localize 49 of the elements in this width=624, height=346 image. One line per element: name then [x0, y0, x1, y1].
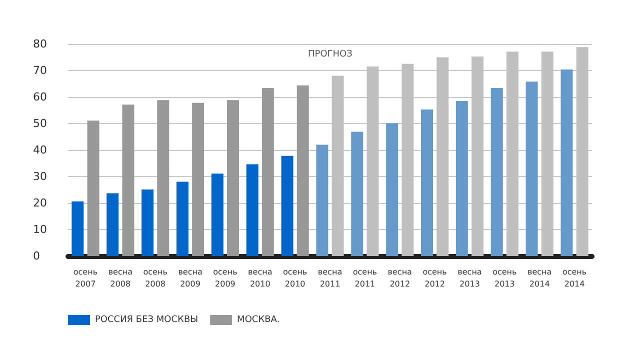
bar	[211, 174, 224, 256]
bar	[227, 100, 239, 256]
x-tick-label: осень 2007	[73, 268, 98, 288]
bar	[526, 82, 538, 256]
x-tick-label: весна 2009	[178, 268, 202, 288]
bar	[262, 88, 274, 256]
y-tick-label: 70	[33, 64, 47, 77]
bar	[386, 123, 398, 256]
bar	[142, 189, 154, 256]
x-tick-label: весна 2011	[318, 268, 342, 288]
legend-label: РОССИЯ БЕЗ МОСКВЫ	[95, 315, 198, 325]
bar	[122, 104, 134, 256]
x-tick-label: осень 2010	[282, 268, 308, 288]
bar	[316, 144, 328, 256]
bar	[560, 69, 573, 256]
bar	[176, 182, 188, 256]
bar	[72, 201, 84, 256]
x-tick-label: осень 2008	[143, 268, 168, 288]
annotation: ПРОГНОЗ	[308, 50, 353, 60]
x-tick-label: весна 2012	[388, 268, 412, 288]
x-tick-label: весна 2014	[528, 268, 552, 288]
x-tick-label: осень 2012	[422, 268, 448, 288]
y-tick-label: 40	[33, 144, 47, 156]
x-tick-label: весна 2008	[108, 268, 133, 288]
bar	[157, 100, 170, 256]
bar	[490, 88, 503, 256]
bar	[421, 109, 433, 256]
bar	[456, 100, 468, 256]
y-tick-label: 30	[33, 170, 47, 183]
bar	[106, 193, 119, 256]
bar	[281, 156, 294, 256]
legend-label: МОСКВА.	[237, 315, 280, 325]
x-tick-label: осень 2013	[492, 268, 518, 288]
bar	[246, 164, 258, 256]
x-tick-label: осень 2011	[352, 268, 378, 288]
y-tick-label: 20	[33, 196, 47, 210]
y-tick-label: 10	[33, 223, 47, 236]
y-tick-label: 50	[33, 117, 47, 130]
bar	[87, 120, 100, 256]
x-tick-label: осень 2014	[562, 268, 587, 288]
bar	[192, 102, 204, 256]
y-tick-label: 80	[33, 38, 47, 50]
x-tick-label: осень 2009	[213, 268, 238, 288]
bar	[351, 132, 364, 256]
y-tick-label: 60	[33, 90, 47, 104]
x-tick-label: весна 2010	[248, 268, 272, 288]
y-tick-label: 0	[33, 250, 40, 262]
x-tick-label: весна 2013	[458, 268, 482, 288]
bar	[296, 85, 309, 256]
